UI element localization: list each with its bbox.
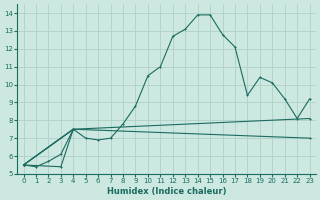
X-axis label: Humidex (Indice chaleur): Humidex (Indice chaleur) <box>107 187 226 196</box>
